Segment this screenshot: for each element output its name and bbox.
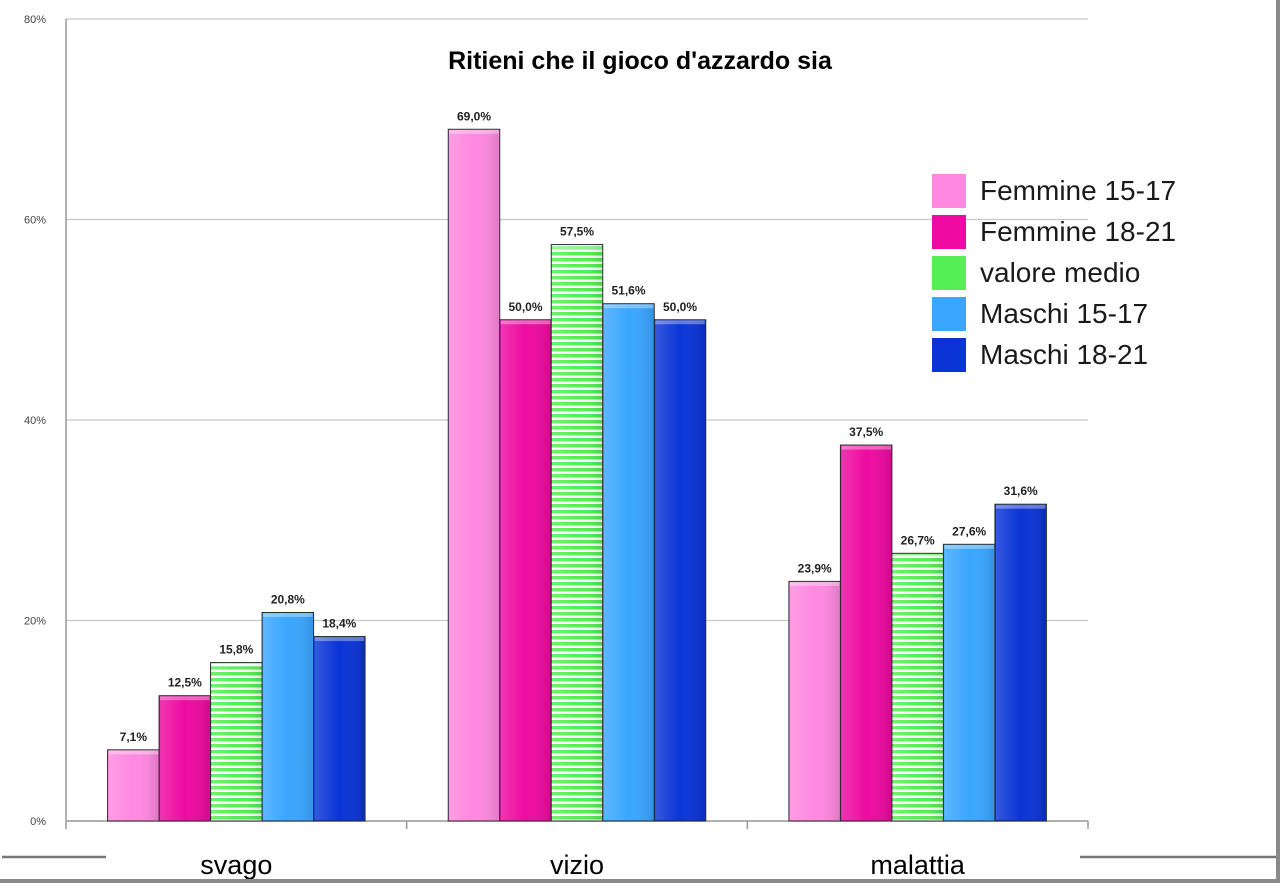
bar-shading [841, 446, 891, 820]
frame-edge-bottom [0, 879, 1280, 883]
legend-label: valore medio [980, 257, 1140, 288]
data-label: 26,7% [901, 533, 935, 547]
data-label: 50,0% [508, 300, 542, 314]
bar-shading [892, 554, 943, 820]
data-label: 57,5% [560, 225, 594, 239]
bar-group [891, 552, 944, 822]
bar-top-highlight [995, 504, 1046, 509]
bar-group [447, 128, 501, 822]
y-tick-label: 20% [24, 616, 46, 628]
bar-top-highlight [500, 320, 551, 325]
data-label: 50,0% [663, 300, 697, 314]
bar-shading [449, 130, 499, 820]
bar-group [839, 444, 893, 822]
legend-swatch [932, 215, 966, 249]
legend-item: Maschi 18-21 [932, 338, 1148, 372]
data-label: 69,0% [457, 109, 491, 123]
bar-group [942, 543, 996, 822]
bar-top-highlight [552, 245, 602, 250]
legend-item: Femmine 15-17 [932, 174, 1176, 208]
y-tick-label: 80% [24, 14, 46, 26]
bar-top-highlight [789, 581, 840, 586]
bar-group [158, 695, 212, 822]
bar-top-highlight [108, 750, 159, 755]
data-label: 27,6% [952, 524, 986, 538]
data-labels-layer: 7,1% 69,0% 23,9% 12,5% 50,0% 37,5% 15,8% 57,5% 2… [120, 109, 1038, 744]
data-label: 18,4% [322, 617, 356, 631]
bar-shading [500, 320, 551, 820]
bar-top-highlight [211, 663, 262, 668]
legend-swatch [932, 297, 966, 331]
legend-label: Maschi 15-17 [980, 298, 1148, 329]
legend-label: Femmine 18-21 [980, 216, 1176, 247]
legend-label: Femmine 15-17 [980, 175, 1176, 206]
bar-shading [211, 663, 262, 820]
legend-item: Maschi 15-17 [932, 297, 1148, 331]
bar-group [210, 662, 263, 822]
chart-title: Ritieni che il gioco d'azzardo sia [448, 47, 833, 75]
bar-group [602, 303, 655, 822]
bar-shading [160, 696, 210, 820]
data-label: 51,6% [611, 284, 645, 298]
legend-item: Femmine 18-21 [932, 215, 1176, 249]
data-label: 31,6% [1004, 484, 1038, 498]
bar-group [653, 319, 707, 822]
bar-shading [655, 320, 705, 820]
data-label: 20,8% [271, 592, 305, 606]
bar-group [107, 749, 160, 822]
bar-shading [995, 505, 1046, 820]
bar-top-highlight [655, 320, 705, 325]
bars-layer [107, 128, 1047, 822]
bar-group [261, 611, 315, 822]
bar-shading [552, 245, 602, 820]
x-category-label: svago [200, 850, 272, 880]
data-label: 15,8% [219, 643, 253, 657]
bar-top-highlight [263, 612, 313, 617]
data-label: 23,9% [798, 561, 832, 575]
legend-swatch [932, 338, 966, 372]
bar-group [788, 580, 841, 822]
data-label: 12,5% [168, 676, 202, 690]
bar-shading [603, 304, 654, 821]
bar-top-highlight [449, 129, 499, 134]
x-category-label: malattia [870, 850, 966, 880]
data-label: 7,1% [120, 730, 148, 744]
bar-group [313, 636, 366, 822]
legend-label: Maschi 18-21 [980, 339, 1148, 370]
legend-swatch [932, 256, 966, 290]
bar-top-highlight [892, 553, 943, 558]
bar-group [550, 244, 604, 822]
legend-swatch [932, 174, 966, 208]
legend-item: valore medio [932, 256, 1140, 290]
bar-top-highlight [160, 696, 210, 701]
bar-shading [789, 582, 840, 820]
data-label: 37,5% [849, 425, 883, 439]
bar-group [994, 503, 1047, 822]
y-tick-label: 40% [24, 415, 46, 427]
bar-shading [944, 545, 994, 820]
y-tick-label: 60% [24, 215, 46, 227]
y-tick-label: 0% [30, 816, 46, 828]
frame-edge-right [1276, 0, 1280, 883]
bar-top-highlight [314, 637, 365, 642]
legend: Femmine 15-17 Femmine 18-21 valore medio Ma… [932, 174, 1176, 372]
bar-top-highlight [944, 544, 994, 549]
bar-shading [108, 750, 159, 820]
x-category-label: vizio [550, 850, 604, 880]
bar-top-highlight [603, 304, 654, 309]
bar-top-highlight [841, 445, 891, 450]
bar-shading [263, 613, 313, 820]
bar-shading [314, 637, 365, 820]
bar-group [499, 319, 552, 822]
